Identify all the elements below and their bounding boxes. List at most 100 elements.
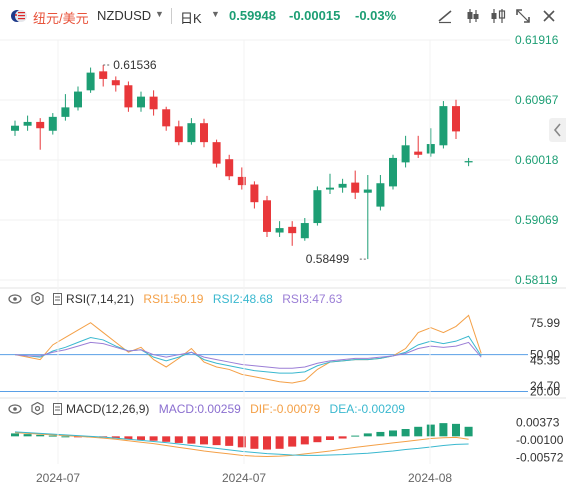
macd-histogram-bar: [124, 436, 133, 440]
candle-body: [225, 159, 234, 177]
candle-body: [275, 228, 284, 233]
candle-body: [414, 151, 423, 155]
rsi-menu-icon[interactable]: [52, 292, 63, 308]
eye-icon[interactable]: [8, 293, 22, 307]
macd-histogram-bar: [137, 436, 145, 440]
macd-histogram-bar: [414, 426, 423, 437]
macd-histogram-bar: [338, 436, 347, 439]
rsi-label: RSI(7,14,21): [66, 292, 135, 307]
pair-name: 纽元/美元: [33, 11, 89, 26]
macd-histogram-bar: [61, 436, 70, 438]
macd-histogram-bar: [237, 436, 246, 448]
candle-body: [452, 106, 460, 132]
macd-histogram-bar: [149, 436, 158, 441]
pair-symbol[interactable]: NZDUSD: [97, 8, 152, 23]
price-annotations: 0.61536 0.58499: [113, 58, 349, 266]
macd-value: MACD:0.00259: [158, 402, 241, 417]
candle-body: [250, 184, 259, 203]
rsi2-line: [14, 335, 482, 374]
candle-body: [288, 226, 297, 234]
macd-histogram-bar: [464, 426, 473, 437]
eye-icon[interactable]: [8, 403, 22, 417]
gear-icon[interactable]: [31, 291, 45, 308]
macd-pane: 0.00373 -0.00100 -0.00572: [11, 416, 564, 464]
macd-histogram-bar: [23, 434, 32, 437]
candle-body: [212, 142, 221, 164]
price-axis-label: 0.60967: [515, 93, 559, 107]
candle-body: [237, 176, 246, 186]
price-grid: [0, 39, 510, 281]
indicator-button[interactable]: [488, 6, 508, 26]
candle-body: [200, 123, 208, 143]
candle-body: [124, 85, 133, 108]
candle-body: [300, 223, 309, 239]
macd-histogram-bar: [401, 429, 410, 437]
candle-body: [174, 126, 183, 143]
candle-body: [23, 121, 32, 126]
nz-us-flag-icon: [11, 10, 27, 22]
candle-body: [74, 91, 82, 108]
last-price: 0.59948: [229, 8, 276, 23]
indicator-icon: [491, 9, 506, 23]
macd-histogram-bar: [439, 423, 448, 437]
macd-histogram-bar: [263, 436, 271, 450]
rsi-axis-label: 75.99: [530, 316, 560, 330]
period-dropdown-icon[interactable]: ▼: [211, 9, 220, 19]
price-axis-label: 0.58119: [515, 273, 558, 287]
candle-type-icon: [467, 9, 479, 23]
macd-histogram-bar: [376, 431, 385, 437]
dif-line: [14, 432, 469, 458]
candle-body: [36, 121, 45, 129]
rsi-axis-label: 50.00: [530, 348, 560, 362]
macd-histogram-bar: [187, 436, 196, 444]
macd-histogram-bar: [48, 435, 57, 437]
rsi-axis-label: 45.35: [530, 353, 560, 367]
candle-body: [326, 187, 334, 190]
macd-histogram-bar: [212, 436, 221, 446]
price-change-percent: -0.03%: [355, 8, 397, 23]
candle-body: [263, 200, 271, 232]
candle-body: [401, 145, 410, 163]
macd-histogram-bar: [452, 423, 460, 437]
chart-header: 纽元/美元 NZDUSD ▼ 日K ▼ 0.59948 -0.00015 -0.…: [0, 0, 566, 32]
fullscreen-icon: [516, 9, 530, 23]
macd-histogram-bar: [300, 436, 309, 445]
candle-body: [389, 157, 397, 187]
macd-header: MACD(12,26,9) MACD:0.00259 DIF:-0.00079 …: [8, 401, 405, 418]
candle-body: [464, 161, 473, 163]
period-selector[interactable]: 日K: [180, 11, 202, 26]
macd-histogram-bar: [426, 424, 435, 437]
candle-body: [48, 116, 57, 131]
rsi1-line: [14, 314, 482, 384]
candle-body: [149, 96, 158, 110]
close-button[interactable]: [539, 6, 559, 26]
macd-histogram-bar: [11, 433, 19, 437]
rsi3-line: [14, 341, 482, 369]
price-axis-label: 0.60018: [515, 153, 559, 167]
rsi-axis-label: 20.00: [530, 385, 560, 399]
macd-histogram-bar: [174, 436, 183, 443]
candle-body: [137, 96, 145, 108]
collapse-panel-button[interactable]: [549, 118, 566, 142]
price-axis-label: 0.61916: [515, 33, 559, 47]
macd-menu-icon[interactable]: [52, 402, 63, 418]
candle-body: [111, 80, 120, 86]
line-tool-button[interactable]: [435, 6, 455, 26]
price-axis: 0.61916 0.60967 0.60018 0.59069 0.58119: [515, 33, 559, 287]
fullscreen-button[interactable]: [513, 6, 533, 26]
rsi3-value: RSI3:47.63: [282, 292, 343, 307]
candle-body: [86, 72, 95, 91]
macd-axis-label: 0.00373: [516, 416, 560, 430]
candle-type-button[interactable]: [463, 6, 483, 26]
rsi-header: RSI(7,14,21) RSI1:50.19 RSI2:48.68 RSI3:…: [8, 291, 343, 308]
gear-icon[interactable]: [31, 401, 45, 418]
close-icon: [543, 10, 555, 22]
candle-body: [61, 107, 70, 117]
macd-histogram-bar: [288, 436, 297, 447]
candle-body: [313, 190, 322, 224]
candle-body: [439, 106, 448, 146]
macd-histogram-bar: [250, 436, 259, 449]
dif-value: DIF:-0.00079: [250, 402, 321, 417]
symbol-dropdown-icon[interactable]: ▼: [155, 9, 164, 19]
